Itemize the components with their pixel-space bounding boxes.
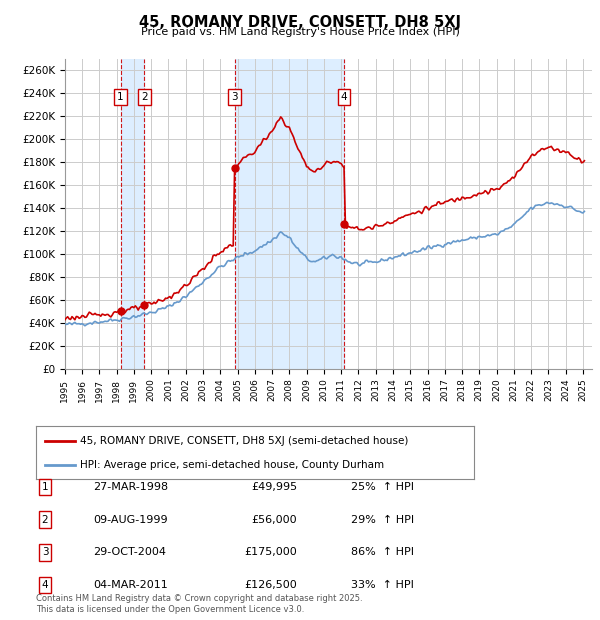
Text: 29-OCT-2004: 29-OCT-2004	[93, 547, 166, 557]
Text: 3: 3	[41, 547, 49, 557]
Text: 04-MAR-2011: 04-MAR-2011	[93, 580, 168, 590]
Text: 45, ROMANY DRIVE, CONSETT, DH8 5XJ (semi-detached house): 45, ROMANY DRIVE, CONSETT, DH8 5XJ (semi…	[80, 436, 408, 446]
Bar	[121, 59, 145, 369]
Bar	[235, 59, 344, 369]
Text: HPI: Average price, semi-detached house, County Durham: HPI: Average price, semi-detached house,…	[80, 461, 384, 471]
Text: 1: 1	[41, 482, 49, 492]
Text: Contains HM Land Registry data © Crown copyright and database right 2025.
This d: Contains HM Land Registry data © Crown c…	[36, 595, 362, 614]
Text: £175,000: £175,000	[244, 547, 297, 557]
Text: 2: 2	[41, 515, 49, 525]
Text: 25%  ↑ HPI: 25% ↑ HPI	[351, 482, 414, 492]
Text: 45, ROMANY DRIVE, CONSETT, DH8 5XJ: 45, ROMANY DRIVE, CONSETT, DH8 5XJ	[139, 16, 461, 30]
Text: 3: 3	[231, 92, 238, 102]
Text: 4: 4	[341, 92, 347, 102]
Text: 27-MAR-1998: 27-MAR-1998	[93, 482, 168, 492]
Text: Price paid vs. HM Land Registry's House Price Index (HPI): Price paid vs. HM Land Registry's House …	[140, 27, 460, 37]
Text: 33%  ↑ HPI: 33% ↑ HPI	[351, 580, 414, 590]
Text: 2: 2	[141, 92, 148, 102]
Text: 4: 4	[41, 580, 49, 590]
Text: 29%  ↑ HPI: 29% ↑ HPI	[351, 515, 414, 525]
Text: 1: 1	[117, 92, 124, 102]
Text: £56,000: £56,000	[251, 515, 297, 525]
Text: 86%  ↑ HPI: 86% ↑ HPI	[351, 547, 414, 557]
Text: £49,995: £49,995	[251, 482, 297, 492]
Text: 09-AUG-1999: 09-AUG-1999	[93, 515, 167, 525]
Text: £126,500: £126,500	[244, 580, 297, 590]
